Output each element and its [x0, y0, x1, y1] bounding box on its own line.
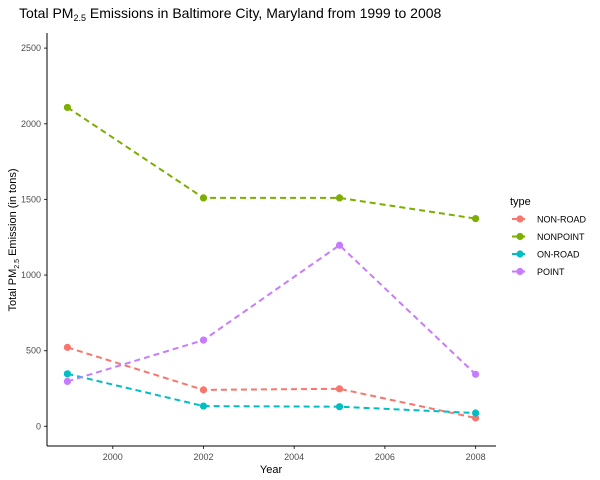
x-tick-label: 2008	[466, 452, 486, 462]
legend-label-non-road: NON-ROAD	[537, 215, 586, 225]
y-tick-label: 1000	[21, 270, 41, 280]
series-line-nonpoint	[66, 106, 476, 220]
y-tick-label: 1500	[21, 194, 41, 204]
series-group	[63, 103, 480, 422]
data-point-nonpoint	[63, 103, 72, 112]
data-point-non-road	[63, 343, 72, 351]
legend-key-point-non-road	[516, 215, 524, 223]
data-point-point	[63, 377, 72, 386]
data-point-on-road	[471, 409, 480, 417]
data-point-non-road	[335, 385, 344, 393]
y-tick-label: 2500	[21, 43, 41, 53]
series-line-on-road	[67, 372, 476, 414]
y-axis-title: Total PM2.5 Emission (in tons)	[7, 168, 21, 311]
chart-title: Total PM2.5 Emissions in Baltimore City,…	[19, 5, 442, 23]
legend-title: type	[510, 196, 531, 208]
data-point-point	[335, 241, 344, 249]
y-tick-label: 2000	[21, 119, 41, 129]
x-axis-title: Year	[260, 464, 283, 476]
data-point-non-road	[471, 414, 480, 422]
data-point-on-road	[335, 403, 344, 411]
data-point-point	[199, 336, 208, 344]
x-tick-label: 2004	[284, 452, 304, 462]
data-point-non-road	[199, 386, 208, 394]
data-point-nonpoint	[471, 215, 480, 223]
legend-label-point: POINT	[537, 267, 565, 277]
legend-key-point-on-road	[516, 250, 524, 258]
legend-key-point-point	[516, 267, 524, 276]
series-line-non-road	[67, 346, 476, 419]
legend-label-nonpoint: NONPOINT	[537, 232, 585, 242]
x-tick-label: 2000	[103, 452, 123, 462]
data-point-on-road	[63, 370, 72, 378]
y-tick-label: 500	[26, 346, 41, 356]
data-point-on-road	[199, 402, 208, 410]
y-tick-label: 0	[36, 421, 41, 431]
x-axis-ticks: 2000 2002 2004 2006 2008	[103, 446, 486, 462]
data-point-nonpoint	[199, 194, 208, 202]
x-tick-label: 2006	[375, 452, 395, 462]
series-line-point	[67, 243, 477, 383]
x-tick-label: 2002	[193, 452, 213, 462]
legend: NON-ROAD NONPOINT ON-ROAD POINT	[512, 215, 586, 277]
data-point-point	[471, 370, 480, 378]
legend-label-on-road: ON-ROAD	[537, 250, 580, 260]
data-point-nonpoint	[335, 194, 344, 202]
legend-key-point-nonpoint	[516, 232, 524, 241]
